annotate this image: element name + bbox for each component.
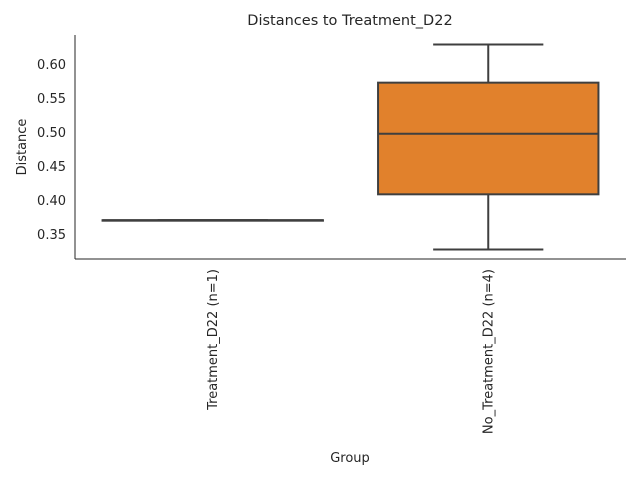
y-axis-label: Distance bbox=[15, 119, 30, 176]
y-tick-label: 0.55 bbox=[37, 92, 66, 107]
x-tick-label: No_Treatment_D22 (n=4) bbox=[481, 269, 496, 434]
x-axis-label: Group bbox=[330, 451, 370, 466]
y-tick-label: 0.45 bbox=[37, 160, 66, 175]
y-tick-label: 0.50 bbox=[37, 126, 66, 141]
y-tick-label: 0.40 bbox=[37, 194, 66, 209]
box-body bbox=[377, 81, 600, 196]
y-tick-label: 0.60 bbox=[37, 58, 66, 73]
y-tick-label: 0.35 bbox=[37, 228, 66, 243]
plot-area: 0.35 0.40 0.45 0.50 0.55 0.60 Treatment_D22 (n… bbox=[37, 35, 626, 434]
x-tick-label: Treatment_D22 (n=1) bbox=[206, 269, 221, 411]
chart-title: Distances to Treatment_D22 bbox=[247, 13, 452, 29]
